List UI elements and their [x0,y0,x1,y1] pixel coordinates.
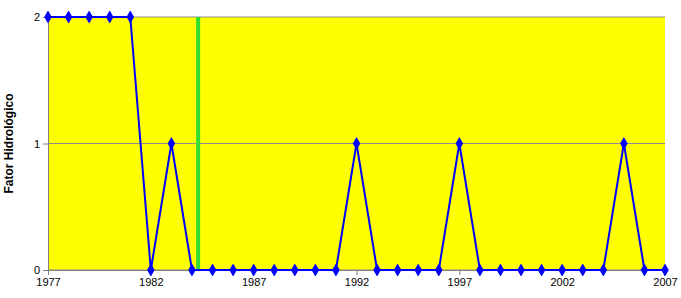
data-point [44,11,52,24]
x-tick-label: 1992 [345,276,369,288]
data-point [229,263,237,276]
data-point [126,11,134,24]
data-point [661,263,669,276]
x-tick-label: 1977 [36,276,60,288]
data-point [188,263,196,276]
y-tick-label: 1 [34,138,40,150]
data-point [476,263,484,276]
data-point [312,263,320,276]
y-axis: 0 1 2 [34,11,49,276]
x-tick-mark [357,270,358,275]
x-tick-label: 2007 [653,276,677,288]
x-tick-label: 1982 [139,276,163,288]
y-axis-line [43,18,49,271]
data-point [497,263,505,276]
y-tick-label: 0 [34,264,40,276]
data-point [641,263,649,276]
x-tick: 1992 [345,270,369,288]
data-point [600,263,608,276]
x-axis-line [49,271,666,276]
data-point [291,263,299,276]
data-point [414,263,422,276]
data-point [65,11,73,24]
plot-marks [44,11,669,276]
data-point [85,11,93,24]
data-point [209,263,217,276]
data-point [106,11,114,24]
x-tick-mark [459,270,460,275]
data-line [48,17,665,270]
grid [48,17,665,270]
grid-line [48,17,665,18]
data-point [517,263,525,276]
data-point [168,137,176,150]
data-point [250,263,258,276]
x-tick-label: 1987 [242,276,266,288]
data-point [353,137,361,150]
data-point [332,263,340,276]
chart: 1977 1982 1987 1992 1997 2002 2007 0 1 2 Fator Hid… [0,0,681,298]
x-tick-label: 1997 [448,276,472,288]
y-tick: 0 [34,264,48,276]
x-tick: 1997 [448,270,472,288]
data-point [373,263,381,276]
data-point [456,137,464,150]
y-tick-label: 2 [34,11,40,23]
y-axis-title: Fator Hidrológico [2,94,16,194]
data-point [435,263,443,276]
y-tick: 1 [34,138,48,150]
reference-line [196,17,200,270]
y-tick-mark [43,270,48,271]
data-point [538,263,546,276]
data-point [620,137,628,150]
data-point [558,263,566,276]
x-tick-label: 2002 [550,276,574,288]
data-point [147,263,155,276]
data-point [579,263,587,276]
y-tick-mark [43,144,48,145]
data-point [394,263,402,276]
plot-area [48,17,665,270]
data-point [270,263,278,276]
